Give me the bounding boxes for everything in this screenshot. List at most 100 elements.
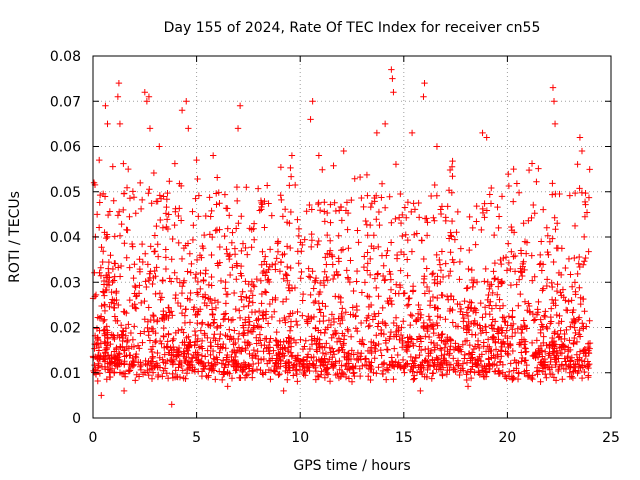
data-point xyxy=(500,314,508,321)
data-point xyxy=(394,362,401,370)
data-point xyxy=(501,373,509,380)
data-point xyxy=(143,98,151,105)
data-point xyxy=(403,302,411,309)
data-point xyxy=(266,344,274,351)
data-point xyxy=(278,196,285,204)
data-point xyxy=(178,289,186,297)
data-point xyxy=(212,376,219,383)
data-point xyxy=(366,322,374,329)
data-point xyxy=(116,369,124,376)
data-point xyxy=(106,208,114,215)
data-point xyxy=(330,315,337,323)
data-point xyxy=(255,307,263,315)
data-point xyxy=(249,360,257,368)
data-point xyxy=(470,345,478,353)
data-point xyxy=(171,221,178,229)
data-point xyxy=(471,317,478,325)
data-point xyxy=(285,313,293,320)
data-point xyxy=(472,306,480,314)
data-point xyxy=(183,334,190,342)
data-point xyxy=(425,313,433,320)
data-point xyxy=(150,274,157,282)
data-point xyxy=(173,275,181,282)
data-point xyxy=(401,369,408,376)
data-point xyxy=(245,314,252,321)
data-point xyxy=(426,361,434,369)
data-point xyxy=(569,374,577,382)
data-point xyxy=(249,328,257,335)
data-point xyxy=(157,216,164,224)
data-point xyxy=(382,376,390,383)
data-point xyxy=(93,211,101,218)
data-point xyxy=(505,351,512,359)
data-point xyxy=(541,355,549,363)
data-point xyxy=(130,274,137,282)
data-point xyxy=(211,297,219,304)
data-point xyxy=(449,319,456,326)
data-point xyxy=(368,344,375,351)
data-point xyxy=(460,314,468,322)
data-point xyxy=(572,360,579,368)
data-point xyxy=(407,321,414,329)
data-point xyxy=(447,336,455,344)
data-point xyxy=(308,333,315,340)
data-point xyxy=(554,281,561,288)
data-point xyxy=(112,353,119,361)
data-point xyxy=(568,318,576,326)
data-point xyxy=(549,283,556,291)
data-point xyxy=(272,336,279,344)
data-point xyxy=(131,282,139,290)
data-point xyxy=(277,258,285,266)
data-point xyxy=(441,344,449,351)
data-point xyxy=(139,258,146,266)
data-point xyxy=(575,331,583,338)
data-point xyxy=(101,292,108,299)
data-point xyxy=(231,327,238,334)
data-point xyxy=(408,363,415,370)
data-point xyxy=(404,236,411,244)
data-point xyxy=(323,273,330,281)
data-point xyxy=(162,246,169,253)
data-point xyxy=(388,301,396,308)
data-point xyxy=(576,263,583,271)
data-point xyxy=(580,233,588,241)
data-point xyxy=(164,338,171,345)
data-point xyxy=(195,213,202,220)
data-point xyxy=(566,363,574,370)
data-point xyxy=(272,266,279,273)
data-point xyxy=(111,335,118,343)
data-point xyxy=(152,329,159,337)
data-point xyxy=(230,289,238,297)
data-point xyxy=(428,375,435,382)
data-point xyxy=(329,331,337,339)
data-point xyxy=(277,192,284,199)
data-point xyxy=(539,368,547,375)
data-point xyxy=(94,336,102,344)
data-point xyxy=(265,200,272,207)
data-point xyxy=(518,358,525,365)
data-point xyxy=(231,251,239,258)
data-point xyxy=(206,231,214,238)
data-point xyxy=(126,264,133,271)
data-point xyxy=(169,337,176,344)
data-point xyxy=(312,277,319,284)
data-point xyxy=(515,276,523,283)
data-point xyxy=(437,210,445,218)
data-point xyxy=(581,346,588,353)
data-point xyxy=(160,333,167,340)
data-point xyxy=(496,296,503,303)
data-point xyxy=(339,305,346,312)
data-point xyxy=(509,347,517,355)
data-point xyxy=(505,240,512,247)
data-point xyxy=(303,316,311,323)
data-point xyxy=(531,316,539,323)
y-tick-label: 0.08 xyxy=(50,49,81,65)
data-point xyxy=(577,294,584,301)
data-point xyxy=(142,278,149,285)
data-point xyxy=(336,338,344,345)
data-point xyxy=(389,75,396,82)
data-point xyxy=(521,368,528,375)
data-point xyxy=(390,319,397,327)
data-point xyxy=(226,212,233,219)
data-point xyxy=(578,189,586,196)
